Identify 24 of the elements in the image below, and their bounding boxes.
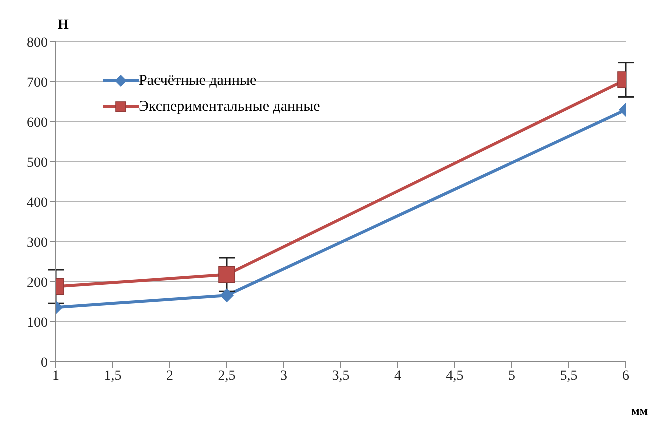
legend-label: Расчётные данные <box>139 72 257 90</box>
x-tick-label: 3,5 <box>332 368 350 384</box>
y-tick-label: 600 <box>27 116 48 131</box>
x-tick-label: 4 <box>394 368 402 384</box>
y-tick-label: 700 <box>27 76 48 91</box>
x-tick-label: 5 <box>508 368 516 384</box>
y-tick-label: 0 <box>41 356 48 371</box>
y-tick-label: 400 <box>27 196 48 211</box>
y-axis-title: Н <box>58 18 69 34</box>
x-tick-label: 4,5 <box>446 368 464 384</box>
y-tick-label: 200 <box>27 276 48 291</box>
x-tick-label: 2 <box>166 368 174 384</box>
x-tick-label: 1,5 <box>104 368 122 384</box>
y-tick-label: 800 <box>27 36 48 51</box>
x-tick-label: 1 <box>52 368 60 384</box>
y-tick-label: 300 <box>27 236 48 251</box>
x-tick-label: 5,5 <box>560 368 578 384</box>
x-tick-label: 2,5 <box>218 368 236 384</box>
legend-label: Экспериментальные данные <box>139 98 320 116</box>
x-tick-label: 6 <box>622 368 630 384</box>
y-tick-label: 500 <box>27 156 48 171</box>
y-tick-label: 100 <box>27 316 48 331</box>
x-tick-label: 3 <box>280 368 288 384</box>
x-axis-title: мм <box>632 404 648 419</box>
